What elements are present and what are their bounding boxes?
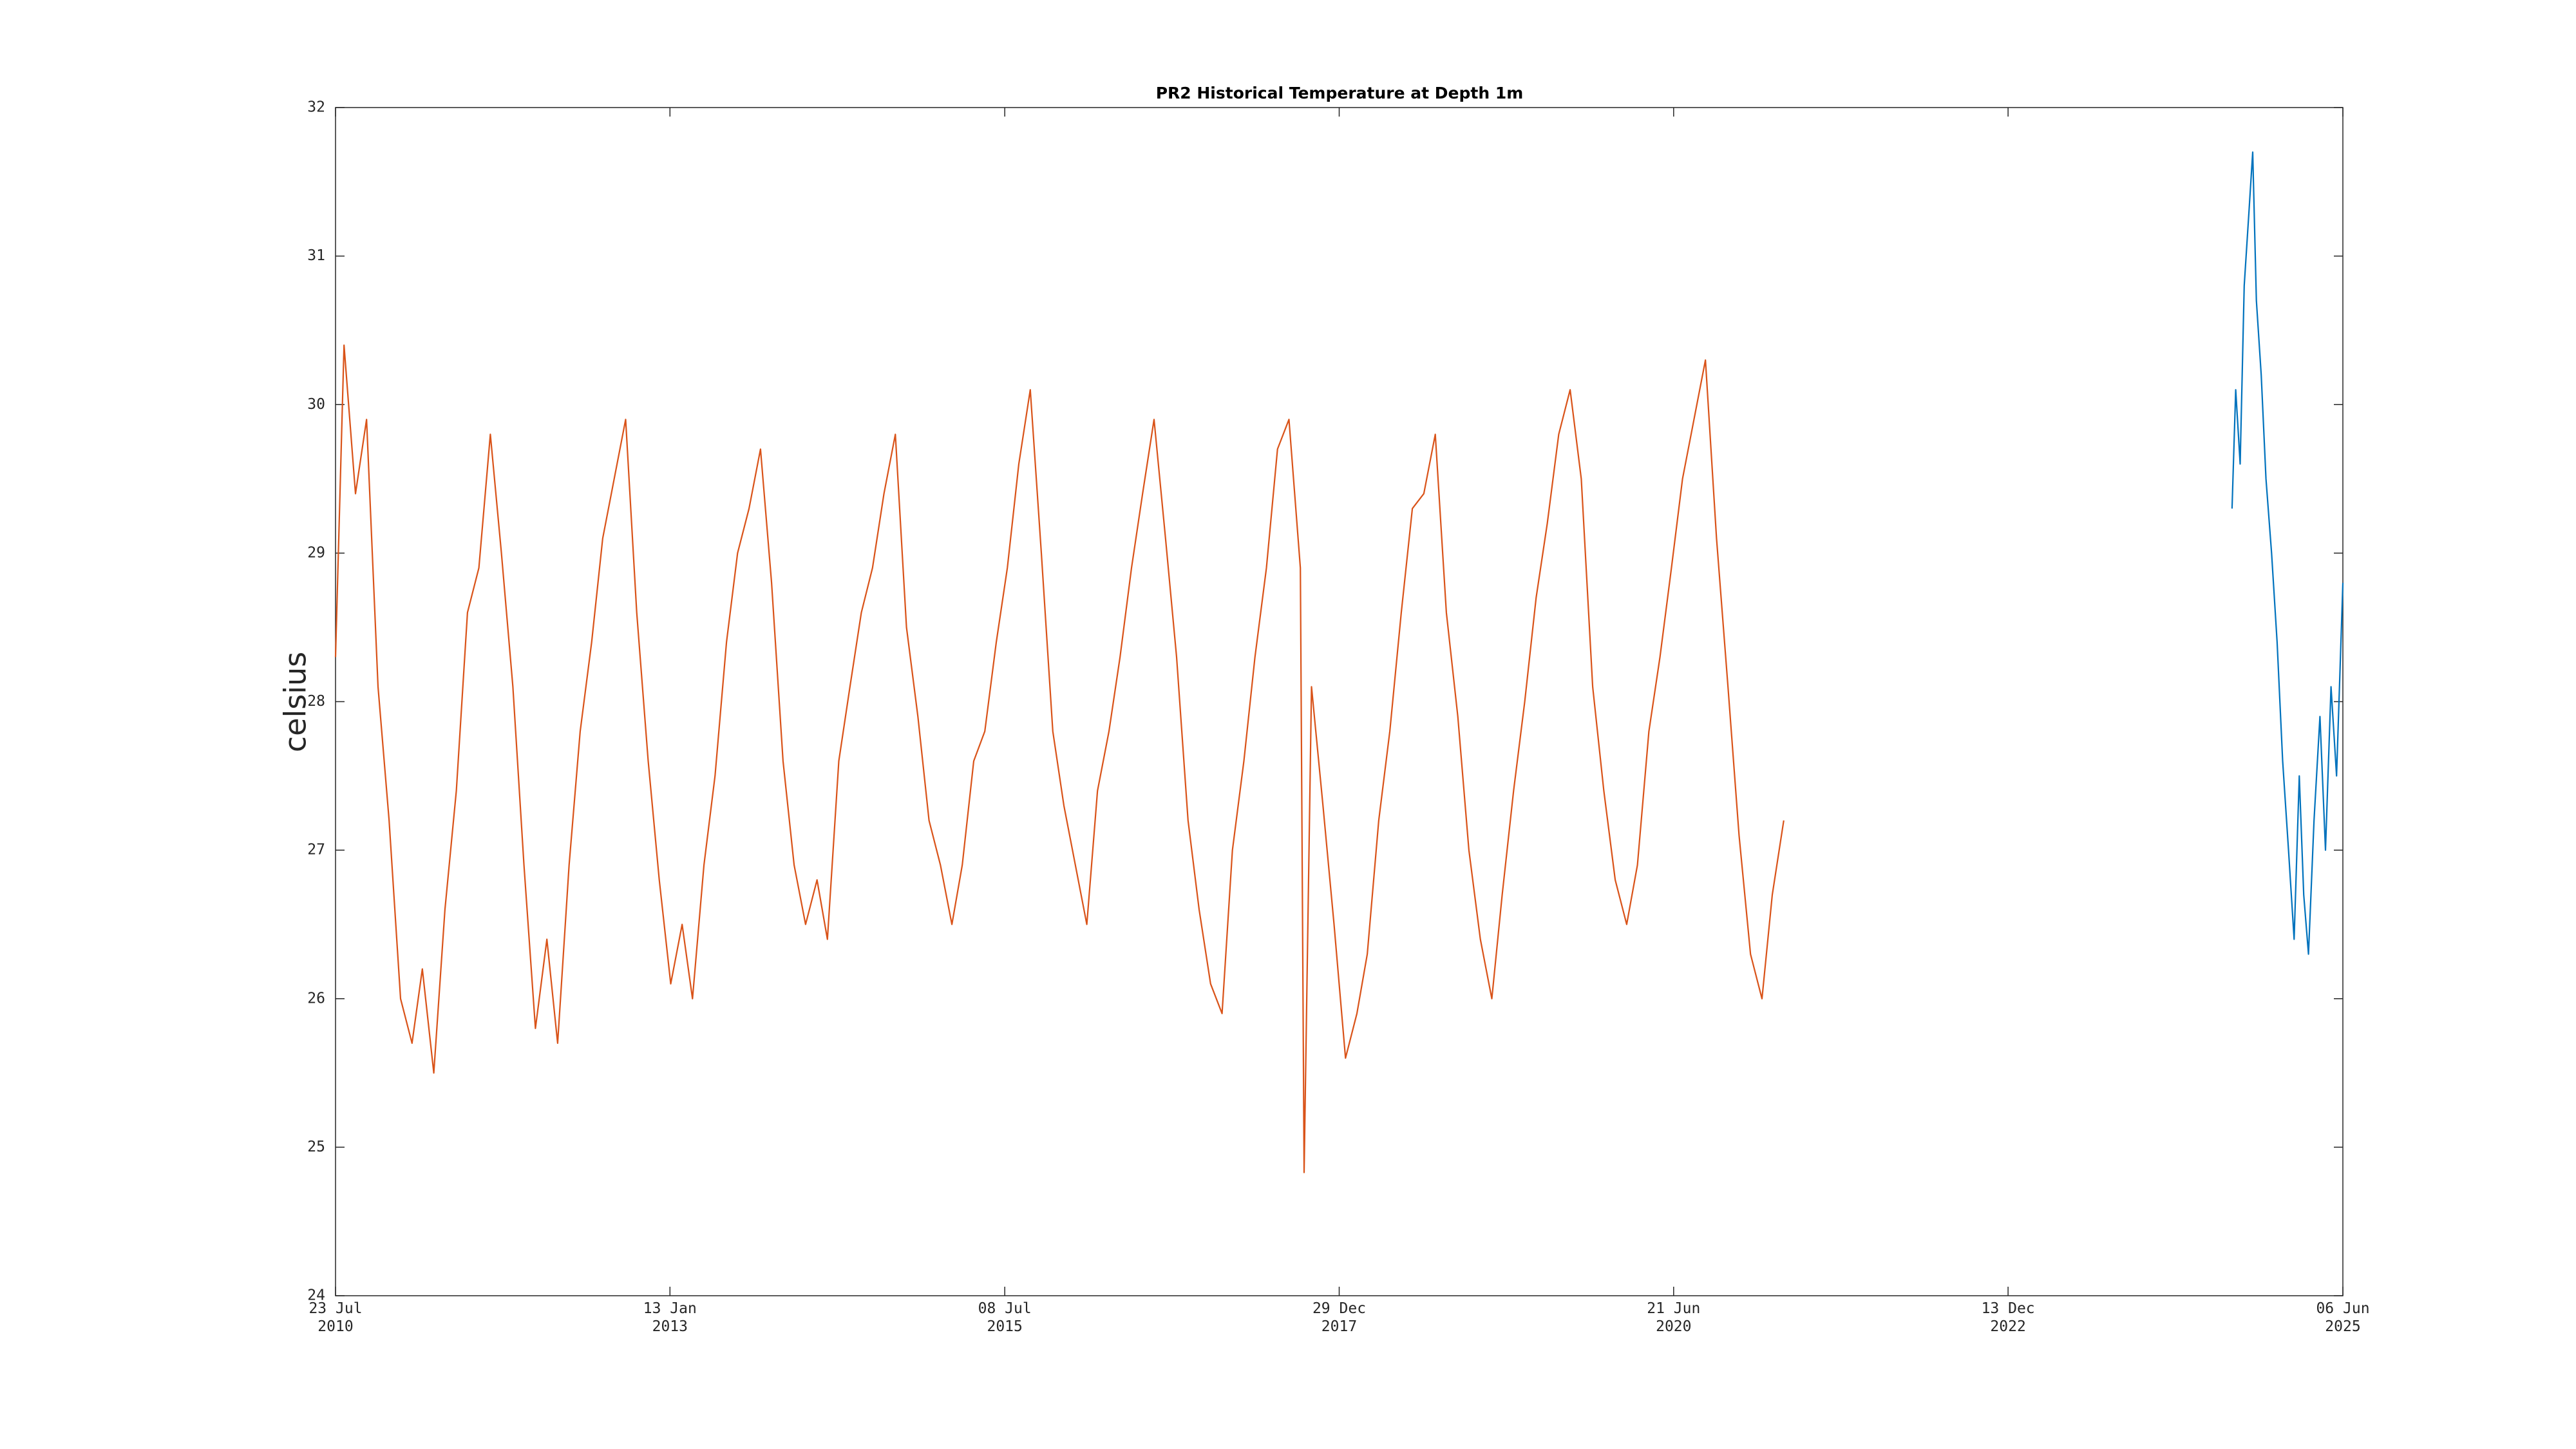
y-tick-label: 29 [307, 544, 325, 561]
x-tick-label: 06 Jun 2025 [2316, 1300, 2370, 1335]
series-line [334, 344, 1785, 1173]
y-tick-label: 24 [307, 1287, 325, 1304]
series-line [2231, 151, 2344, 955]
x-tick-label: 23 Jul 2010 [308, 1300, 363, 1335]
y-tick-label: 26 [307, 990, 325, 1007]
x-tick-label: 08 Jul 2015 [978, 1300, 1032, 1335]
x-tick-label: 29 Dec 2017 [1312, 1300, 1367, 1335]
y-tick-label: 31 [307, 247, 325, 264]
x-tick-label: 21 Jun 2020 [1647, 1300, 1701, 1335]
x-tick-label: 13 Jan 2013 [643, 1300, 697, 1335]
chart-title: PR2 Historical Temperature at Depth 1m [1156, 84, 1524, 102]
y-tick-label: 32 [307, 99, 325, 116]
y-tick-label: 28 [307, 693, 325, 710]
y-tick-label: 30 [307, 396, 325, 413]
y-axis-label: celsius [278, 652, 313, 752]
y-tick-label: 25 [307, 1139, 325, 1155]
y-tick-label: 27 [307, 842, 325, 858]
x-tick-label: 13 Dec 2022 [1981, 1300, 2035, 1335]
plot-frame [335, 107, 2344, 1296]
